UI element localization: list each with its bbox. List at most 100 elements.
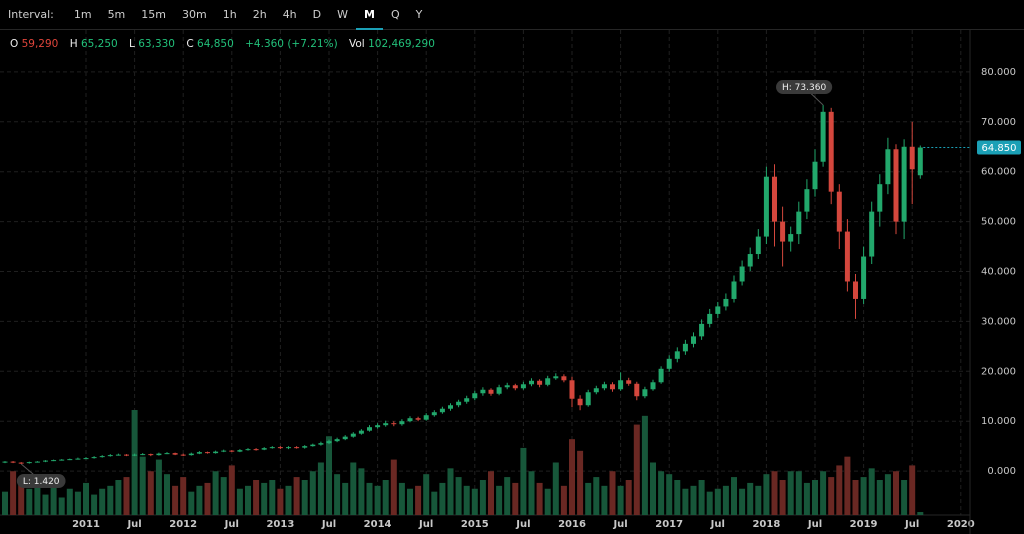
volume-bar — [455, 477, 462, 515]
volume-bar — [860, 477, 867, 515]
volume-bar — [50, 485, 57, 515]
volume-bar — [228, 465, 235, 515]
annotation-label: L: 1.420 — [23, 477, 60, 487]
volume-bar — [10, 471, 17, 515]
candle-body — [601, 384, 607, 389]
candle-body — [269, 447, 275, 449]
volume-bar — [326, 436, 332, 515]
candle-body — [472, 393, 478, 399]
volume-bar — [236, 488, 243, 515]
candle-body — [34, 461, 40, 463]
y-tick-label: 80.000 — [981, 67, 1016, 78]
y-tick-label: 50.000 — [981, 217, 1016, 228]
candle-body — [407, 418, 413, 422]
candle-body — [334, 439, 340, 442]
x-tick-label: 2015 — [461, 519, 489, 530]
volume-bar — [139, 456, 146, 515]
volume-bar — [188, 491, 195, 515]
interval-toolbar: Interval: 1m 5m 15m 30m 1h 2h 4h D W M Q Y — [0, 0, 1024, 30]
volume-bar — [261, 482, 268, 515]
interval-option[interactable]: M — [356, 0, 383, 30]
x-tick-label: Jul — [710, 519, 725, 530]
candle-body — [593, 388, 599, 393]
candle-body — [213, 451, 219, 454]
interval-option[interactable]: Y — [415, 7, 423, 21]
interval-option[interactable]: 5m — [107, 7, 126, 21]
candle-body — [707, 313, 713, 324]
candle-body — [67, 459, 73, 461]
candle-body — [642, 389, 648, 397]
candle-body — [828, 111, 834, 192]
candle-body — [221, 450, 227, 452]
volume-bar — [617, 485, 624, 515]
candle-body — [520, 384, 526, 389]
candle-body — [99, 456, 105, 458]
volume-bar — [585, 482, 592, 515]
candle-body — [610, 384, 615, 390]
volume-bar — [496, 485, 503, 515]
volume-bar — [131, 410, 138, 515]
interval-option[interactable]: 1m — [73, 7, 92, 21]
volume-bar — [358, 468, 365, 515]
volume-bar — [884, 474, 891, 515]
volume-bar — [390, 459, 397, 515]
volume-bar — [42, 494, 49, 515]
volume-bar — [447, 468, 454, 515]
candle-body — [796, 211, 802, 235]
candle-body — [456, 401, 462, 406]
candle-body — [180, 454, 186, 456]
candle-body — [699, 323, 705, 337]
candle-body — [156, 453, 162, 456]
volume-bar — [317, 462, 324, 515]
volume-bar — [698, 480, 705, 515]
candle-body — [763, 176, 769, 237]
interval-option[interactable]: 1h — [222, 7, 237, 21]
candle-body — [140, 454, 146, 456]
candle-body — [91, 457, 97, 459]
x-tick-label: 2014 — [364, 519, 392, 530]
volume-bar — [577, 450, 584, 515]
volume-bar — [293, 477, 300, 515]
volume-bar — [836, 465, 843, 515]
candle-body — [658, 368, 664, 383]
volume-bar — [301, 480, 308, 515]
volume-bar — [245, 485, 251, 515]
volume-bar — [593, 477, 600, 515]
candle-body — [723, 298, 729, 307]
candle-body — [512, 385, 518, 389]
volume-bar — [350, 462, 357, 515]
price-annotation: H: 73.360 — [776, 80, 833, 106]
candle-body — [261, 448, 267, 450]
candle-body — [666, 358, 672, 369]
volume-bar — [763, 474, 770, 515]
volume-bar — [674, 480, 681, 515]
candle-body — [553, 376, 559, 379]
volume-bar — [99, 488, 106, 515]
volume-bar — [560, 485, 567, 515]
x-tick-label: Jul — [612, 519, 627, 530]
annotation-pill — [776, 80, 833, 95]
interval-option[interactable]: D — [312, 7, 322, 21]
interval-option[interactable]: 30m — [182, 7, 207, 21]
interval-option[interactable]: 15m — [141, 7, 166, 21]
candle-body — [399, 421, 405, 425]
volume-bar — [66, 488, 73, 515]
volume-bar — [569, 439, 575, 515]
interval-option[interactable]: 2h — [252, 7, 267, 21]
candle-body — [504, 385, 510, 388]
candle-body — [132, 454, 138, 456]
x-tick-label: Jul — [321, 519, 336, 530]
candle-body — [439, 408, 445, 413]
interval-option[interactable]: W — [337, 7, 349, 21]
candle-body — [682, 343, 688, 352]
candle-body — [804, 189, 810, 212]
interval-option[interactable]: 4h — [282, 7, 297, 21]
candle-body — [124, 454, 129, 456]
x-tick-label: 2018 — [752, 519, 780, 530]
interval-option[interactable]: Q — [391, 7, 400, 21]
volume-bar — [277, 488, 284, 515]
volume-bar — [196, 485, 203, 515]
candle-body — [188, 453, 194, 456]
